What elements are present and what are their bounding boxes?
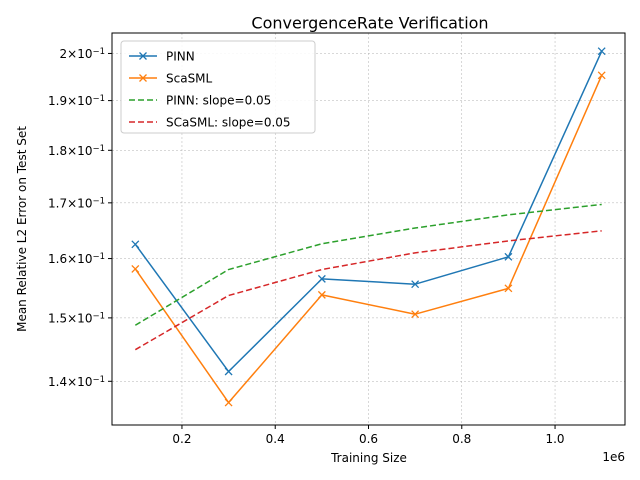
data-point-marker (411, 280, 420, 289)
y-tick-label: 1.5×10−1 (48, 311, 105, 325)
series-2 (134, 203, 602, 326)
legend-marker (139, 74, 147, 82)
y-tick-label: 1.6×10−1 (48, 252, 105, 266)
legend-marker (139, 52, 147, 60)
y-tick-label: 1.7×10−1 (48, 196, 105, 210)
x-tick-label: 0.4 (266, 432, 285, 446)
x-axis-label: Training Size (330, 451, 407, 465)
data-point-marker (504, 284, 513, 293)
legend-label: ScaSML (166, 72, 213, 86)
y-axis-label: Mean Relative L2 Error on Test Set (15, 126, 29, 332)
y-tick-label: 1.4×10−1 (48, 375, 105, 389)
series-layer (131, 47, 606, 407)
legend-frame (120, 40, 316, 134)
chart-title: ConvergenceRate Verification (251, 14, 488, 33)
x-tick-label: 0.6 (359, 432, 378, 446)
data-point-marker (317, 274, 326, 283)
series-3 (134, 230, 602, 351)
data-point-marker (131, 265, 140, 273)
data-point-marker (597, 71, 606, 80)
legend-label: SCaSML: slope=0.05 (166, 116, 291, 130)
x-axis: 0.2 0.4 0.6 0.8 1.0 (172, 425, 565, 446)
data-point-marker (411, 310, 420, 319)
legend-label: PINN (166, 50, 195, 64)
y-tick-label: 2×10−1 (60, 47, 106, 61)
legend-entry: PINN (129, 50, 195, 64)
legend-entry: ScaSML (129, 72, 213, 86)
x-tick-label: 1.0 (545, 432, 564, 446)
data-point-marker (224, 398, 233, 407)
legend-label: PINN: slope=0.05 (166, 94, 271, 108)
legend: PINN ScaSML PINN: slope=0.05 SCaSML: slope=… (120, 40, 316, 134)
series-line (134, 230, 602, 351)
x-axis-offset-label: 1e6 (602, 450, 625, 464)
y-tick-label: 1.9×10−1 (48, 94, 105, 108)
y-tick-label: 1.8×10−1 (48, 144, 105, 158)
grid (112, 33, 625, 425)
data-point-marker (504, 252, 513, 261)
x-tick-label: 0.2 (172, 432, 191, 446)
series-line (134, 203, 602, 326)
data-point-marker (317, 290, 326, 299)
y-axis: 1.4×10−1 1.5×10−1 1.6×10−1 1.7×10−1 1.8×10−1… (48, 47, 112, 389)
legend-entry: PINN: slope=0.05 (129, 94, 271, 108)
data-point-marker (131, 240, 140, 249)
series-line (134, 75, 603, 404)
series-0 (131, 47, 606, 376)
series-line (134, 50, 603, 373)
legend-entry: SCaSML: slope=0.05 (129, 116, 291, 130)
x-tick-label: 0.8 (452, 432, 471, 446)
data-point-marker (224, 367, 233, 376)
data-point-marker (597, 47, 606, 56)
series-1 (131, 71, 606, 407)
